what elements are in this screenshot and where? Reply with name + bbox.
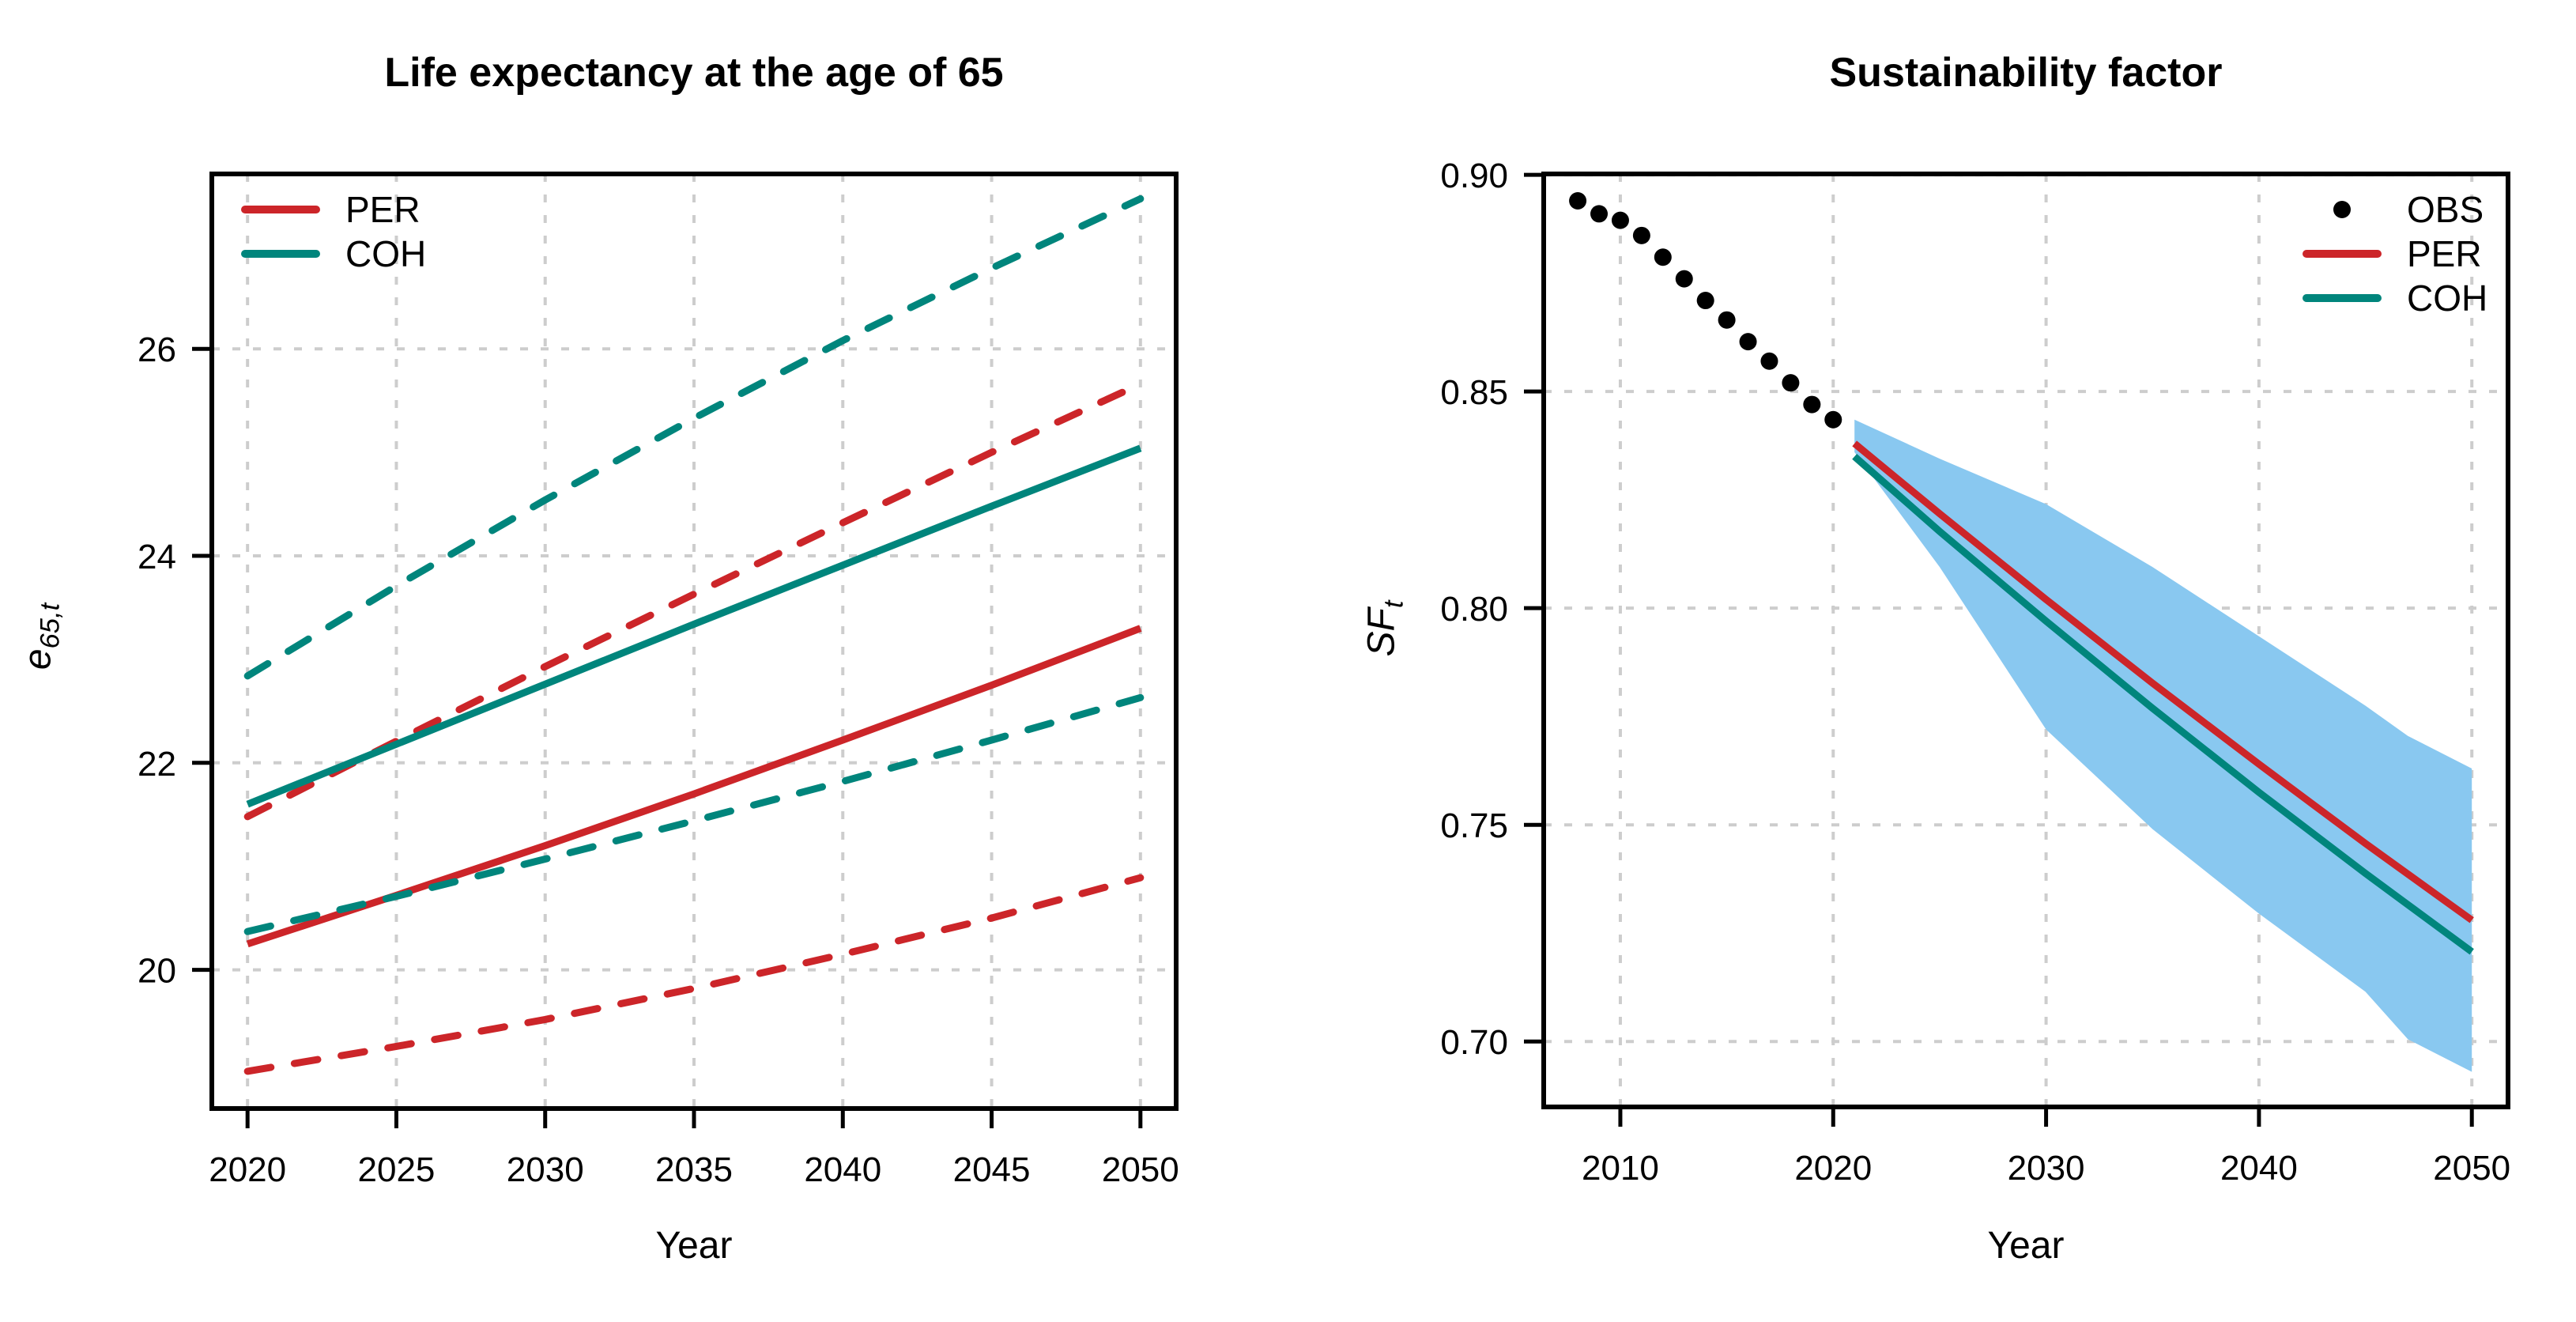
x-axis-label: Year: [1987, 1225, 2065, 1267]
observed-point: [1611, 211, 1629, 229]
y-axis-label-subscript: t: [1379, 600, 1409, 609]
series-per-central-forecast: [1852, 440, 2474, 924]
plot-box: [1541, 172, 2510, 1109]
x-tick-label: 2030: [2008, 1149, 2085, 1188]
chart-title: Sustainability factor: [1829, 50, 2223, 96]
y-tick-label: 0.75: [1440, 806, 1508, 845]
observed-point: [1718, 311, 1736, 329]
y-tick-label: 22: [138, 745, 176, 784]
x-tick-label: 2035: [655, 1150, 733, 1189]
observed-point: [1569, 191, 1587, 210]
y-tick-label: 26: [138, 330, 176, 369]
series-coh-central-forecast: [1852, 453, 2474, 955]
y-axis-label-symbol: SF: [1360, 608, 1403, 657]
x-tick-label: 2040: [804, 1150, 881, 1189]
chart-title: Life expectancy at the age of 65: [384, 50, 1004, 96]
x-tick-label: 2025: [358, 1150, 436, 1189]
series-coh-lower-95-bound: [243, 693, 1145, 935]
legend-label-per: PER: [2407, 233, 2482, 274]
sustainability-factor-plot: 2010 2020 2030 2040 2050 0.70 0.75 0.80 0.85 0.90…: [1440, 157, 2510, 1188]
x-tick-label: 2010: [1582, 1149, 1659, 1188]
y-tick-label: 24: [138, 538, 176, 576]
observed-point: [1803, 395, 1821, 414]
y-tick-label: 0.80: [1440, 590, 1508, 629]
observed-point: [1590, 205, 1609, 223]
observed-point: [1654, 248, 1672, 266]
life-expectancy-panel: Life expectancy at the age of 65 2020 202…: [17, 50, 1179, 1267]
y-axis-label: e65,t: [17, 603, 66, 670]
y-axis-label: SFt: [1360, 601, 1410, 657]
x-tick-label: 2050: [1102, 1150, 1179, 1189]
x-tick-label: 2050: [2433, 1149, 2510, 1188]
x-tick-label: 2020: [209, 1150, 286, 1189]
x-tick-label: 2040: [2220, 1149, 2298, 1188]
series-per-lower-95-bound: [243, 874, 1145, 1075]
observed-point: [1760, 352, 1778, 370]
x-tick-label: 2020: [1794, 1149, 1872, 1188]
prediction-band: [1854, 419, 2472, 1072]
y-tick-label: 0.90: [1440, 157, 1508, 195]
life-expectancy-plot: 2020 2025 2030 2035 2040 2045 2050 20 22 24 26 PERC…: [138, 172, 1179, 1189]
sustainability-factor-panel: Sustainability factor 2010 2020 2030 2040 20…: [1288, 0, 2576, 1322]
observed-point: [1739, 333, 1757, 351]
y-tick-label: 0.85: [1440, 373, 1508, 412]
observed-point: [1824, 410, 1842, 429]
observed-point: [1632, 226, 1650, 244]
x-axis-label: Year: [655, 1225, 733, 1267]
legend-label-per: PER: [345, 189, 421, 230]
x-tick-label: 2045: [953, 1150, 1031, 1189]
legend-label-obs: OBS: [2407, 189, 2484, 230]
y-axis-label-subscript: 65,t: [35, 602, 66, 649]
observed-point: [1782, 374, 1800, 392]
series-coh-central-forecast: [246, 444, 1142, 808]
x-tick-label: 2030: [507, 1150, 584, 1189]
y-tick-label: 0.70: [1440, 1023, 1508, 1062]
observed-point: [1696, 292, 1714, 310]
y-axis-label-symbol: e: [17, 648, 59, 670]
legend-marker-obs: [2333, 201, 2351, 218]
observed-point: [1675, 270, 1693, 288]
legend-label-coh: COH: [2407, 278, 2487, 319]
y-tick-label: 20: [138, 952, 176, 991]
legend-label-coh: COH: [345, 233, 426, 274]
